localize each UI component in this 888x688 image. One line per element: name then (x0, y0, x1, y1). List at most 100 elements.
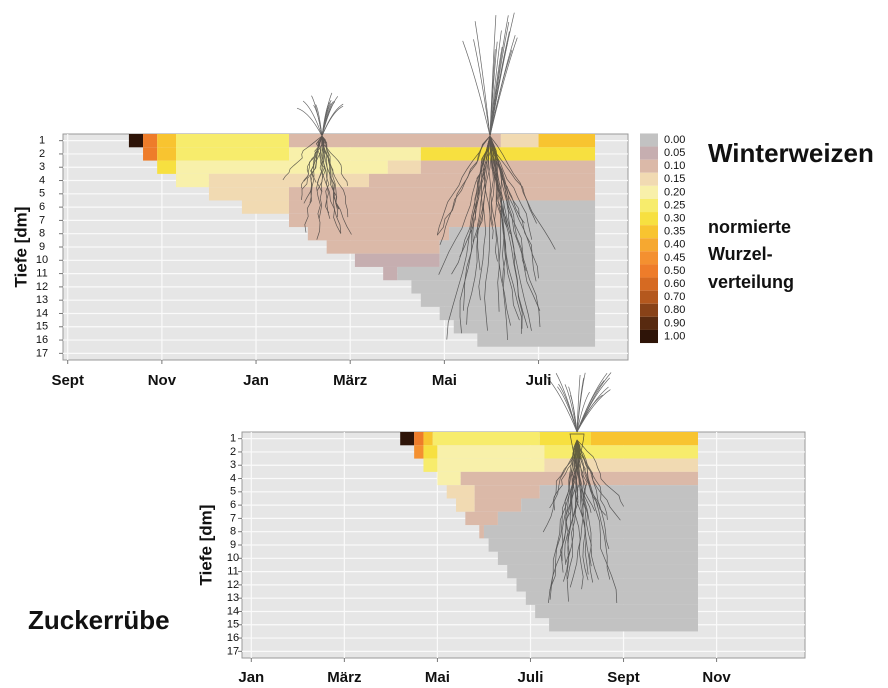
root (321, 135, 342, 234)
heatmap-cell (474, 485, 540, 499)
root (301, 135, 323, 200)
colorbar-swatch (640, 159, 658, 173)
root (489, 135, 529, 329)
y-tick-label: 5 (230, 486, 236, 498)
heatmap-cell (525, 591, 698, 605)
x-tick-label: März (333, 372, 367, 389)
y-tick-label: 12 (36, 281, 48, 293)
heatmap-cell (423, 445, 438, 459)
colorbar-swatch (640, 225, 658, 239)
root (567, 439, 580, 542)
colorbar-swatch (640, 172, 658, 186)
y-tick-label: 7 (39, 214, 45, 226)
colorbar-swatch (640, 303, 658, 317)
colorbar-swatch (640, 238, 658, 252)
root (489, 135, 537, 224)
root (321, 135, 349, 218)
y-tick-label: 10 (36, 254, 48, 266)
root (321, 135, 352, 235)
heatmap-cell (397, 266, 596, 281)
heatmap-cell (535, 604, 698, 619)
heatmap-cell (143, 147, 158, 161)
heatmap-cell (439, 306, 596, 321)
y-tick-label: 16 (36, 334, 48, 346)
leaf (489, 15, 509, 137)
colorbar-label: 0.30 (664, 213, 685, 225)
root (576, 439, 589, 581)
heatmap-cell (549, 618, 698, 632)
leaf (576, 377, 585, 433)
colorbar-label: 0.20 (664, 186, 685, 198)
x-tick-label: Nov (148, 372, 177, 389)
colorbar-swatch (640, 185, 658, 199)
leaf (576, 391, 590, 433)
root (566, 439, 578, 519)
heatmap-cell (369, 173, 596, 188)
colorbar-label: 0.25 (664, 199, 685, 211)
colorbar-title: verteilung (708, 272, 794, 292)
y-tick-label: 14 (36, 307, 48, 319)
root (300, 135, 324, 189)
y-tick-label: 6 (230, 499, 236, 511)
heatmap-cell (446, 485, 475, 499)
root (459, 135, 491, 334)
leaf (568, 386, 578, 433)
heatmap-cell (208, 187, 289, 201)
root (576, 439, 618, 604)
x-tick-label: Juli (526, 372, 552, 389)
heatmap-cell (241, 200, 289, 214)
x-tick-label: Juli (518, 669, 544, 686)
colorbar-swatch (640, 316, 658, 330)
leaf (545, 375, 578, 433)
colorbar-title: normierte (708, 217, 791, 237)
y-tick-label: 4 (39, 174, 45, 186)
y-tick-label: 10 (227, 552, 239, 564)
y-tick-label: 17 (227, 645, 239, 657)
heatmap-cell (176, 134, 289, 148)
root (282, 135, 323, 181)
root (489, 135, 532, 331)
root (466, 135, 492, 325)
colorbar-swatch (640, 251, 658, 265)
heatmap-cell (176, 160, 388, 174)
root (576, 439, 610, 550)
colorbar-label: 0.80 (664, 304, 685, 316)
heatmap-cell (497, 511, 698, 526)
root (576, 439, 596, 512)
y-tick-label: 12 (227, 579, 239, 591)
heatmap-cell (439, 240, 596, 254)
colorbar-label: 0.00 (664, 134, 685, 146)
heatmap-cell (289, 134, 501, 148)
colorbar-title: Wurzel- (708, 244, 773, 264)
colorbar-label: 0.15 (664, 173, 685, 185)
root (576, 439, 621, 521)
colorbar-swatch (640, 277, 658, 291)
heatmap-cell (400, 432, 415, 446)
heatmap-cell (423, 458, 438, 472)
colorbar-swatch (640, 146, 658, 160)
heatmap-cell (477, 333, 596, 347)
y-tick-label: 17 (36, 347, 48, 359)
root (316, 135, 325, 240)
heatmap-cell (157, 134, 176, 148)
y-tick-label: 2 (39, 148, 45, 160)
x-tick-label: Nov (702, 669, 731, 686)
y-tick-label: 3 (39, 161, 45, 173)
root (451, 135, 491, 275)
y-axis-label: Tiefe [dm] (11, 207, 30, 288)
heatmap-cell (176, 173, 209, 188)
heatmap-cell (456, 498, 475, 512)
leaf (296, 107, 323, 137)
heatmap-cell (521, 498, 698, 512)
plant-drawing (282, 12, 625, 604)
root (566, 439, 578, 602)
heatmap-cell (354, 253, 440, 267)
x-tick-label: Jan (243, 372, 269, 389)
heatmap-cell (437, 458, 545, 472)
heatmap-cell (420, 160, 596, 174)
root (310, 135, 323, 183)
heatmap-cell (208, 173, 370, 188)
colorbar-label: 0.50 (664, 265, 685, 277)
leaf (576, 380, 605, 433)
